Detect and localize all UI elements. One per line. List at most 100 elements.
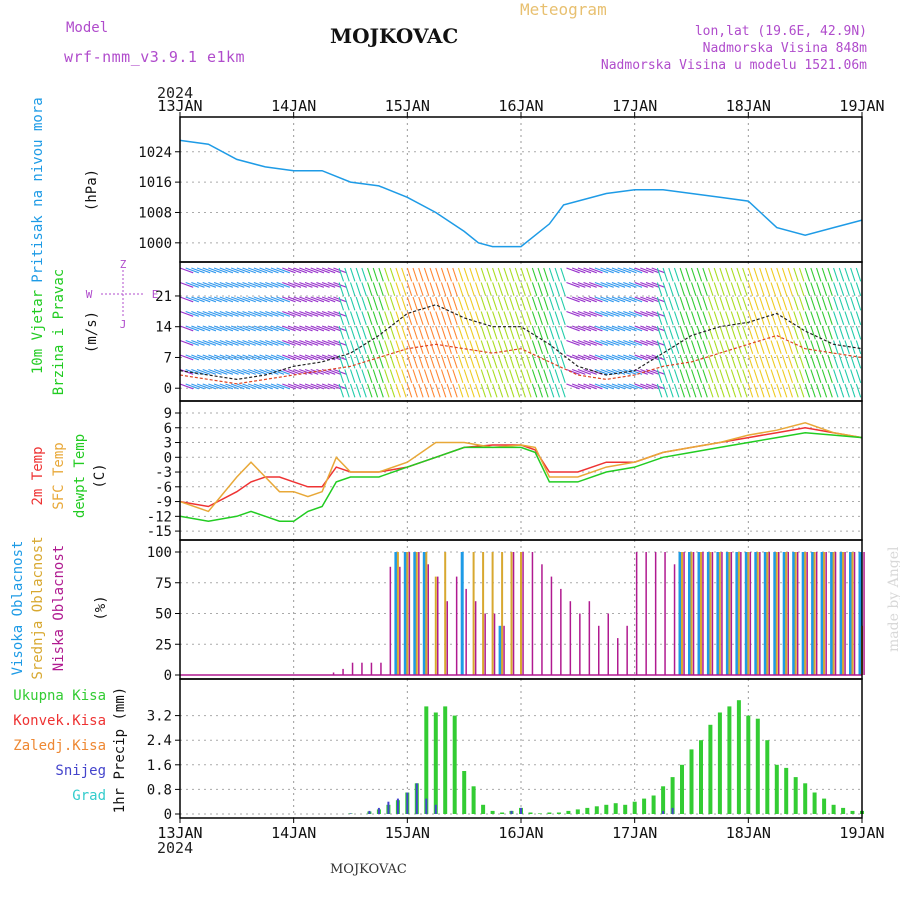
wind-barb bbox=[589, 310, 603, 317]
wind-barb bbox=[503, 340, 509, 354]
wind-barb bbox=[571, 281, 586, 288]
wind-barb bbox=[242, 267, 256, 274]
wind-barb bbox=[719, 340, 725, 354]
wind-barb bbox=[696, 311, 703, 325]
precip-snow-bar bbox=[425, 798, 428, 814]
wind-barb bbox=[208, 368, 222, 375]
wind-barb bbox=[253, 281, 268, 288]
wind-barb bbox=[349, 354, 356, 369]
wind-barb bbox=[617, 267, 631, 274]
wind-barb bbox=[764, 325, 771, 340]
wind-barb bbox=[202, 354, 217, 361]
wind-barb bbox=[429, 325, 436, 340]
high-cloud-bar bbox=[801, 552, 805, 675]
wind-barb bbox=[679, 311, 686, 325]
high-cloud-bar bbox=[716, 552, 720, 675]
wind-barb bbox=[543, 282, 549, 296]
wind-barb bbox=[503, 369, 509, 383]
wind-barb bbox=[833, 325, 839, 340]
wind-speed-line bbox=[179, 304, 863, 381]
precip-snow-bar bbox=[415, 783, 418, 815]
wind-barb bbox=[435, 369, 441, 383]
wind-barb bbox=[236, 383, 251, 390]
wind-barb bbox=[656, 354, 663, 369]
wind-barb bbox=[577, 354, 592, 361]
wind-barb bbox=[475, 267, 481, 282]
wind-barb bbox=[179, 383, 194, 390]
high-cloud-bar bbox=[763, 552, 767, 675]
wind-barb bbox=[355, 340, 362, 354]
wind-barb bbox=[344, 325, 350, 340]
wind-barb bbox=[662, 369, 669, 383]
wind-barb bbox=[503, 296, 509, 311]
wind-barb bbox=[304, 296, 319, 303]
wind-barb bbox=[202, 368, 217, 375]
wind-barb bbox=[225, 281, 239, 288]
wind-barb bbox=[378, 340, 384, 354]
wind-barb bbox=[497, 282, 504, 296]
wind-barb bbox=[406, 383, 413, 398]
wind-barb bbox=[719, 369, 725, 383]
wind-barb bbox=[526, 325, 532, 340]
wind-barb bbox=[827, 311, 833, 325]
wind-barb bbox=[793, 296, 799, 311]
wind-barb bbox=[696, 282, 703, 296]
wind-barb bbox=[418, 267, 424, 282]
wind-barb bbox=[844, 354, 850, 369]
wind-barb bbox=[520, 369, 526, 383]
wind-barb bbox=[816, 296, 822, 311]
wind-barb bbox=[395, 383, 401, 398]
high-cloud-bar bbox=[773, 552, 777, 675]
wind-barb bbox=[509, 282, 515, 296]
lonlat-label: lon,lat (19.6E, 42.9N) bbox=[694, 24, 867, 39]
precip-legend-label: Konvek.Kisa bbox=[13, 713, 106, 729]
y-axis-title: 10m Vjetar bbox=[30, 290, 46, 374]
wind-barb bbox=[401, 354, 407, 369]
low-cloud-bar bbox=[645, 552, 647, 675]
wind-barb bbox=[440, 282, 447, 296]
wind-barb bbox=[349, 340, 356, 354]
wind-barb bbox=[440, 340, 447, 354]
y-axis-title: Visoka Oblacnost bbox=[10, 541, 26, 676]
high-cloud-bar bbox=[697, 552, 701, 675]
wind-barb bbox=[537, 340, 544, 354]
mid-cloud-bar bbox=[444, 552, 447, 675]
wind-barb bbox=[611, 383, 626, 390]
wind-barb bbox=[850, 354, 856, 369]
wind-barb bbox=[554, 267, 561, 282]
wind-barb bbox=[276, 296, 290, 303]
wind-barb bbox=[668, 340, 674, 354]
wind-barb bbox=[429, 354, 436, 369]
wind-barb bbox=[412, 383, 418, 398]
wind-barb bbox=[787, 282, 794, 296]
wind-barb bbox=[196, 325, 211, 332]
precip-legend-label: Ukupna Kisa bbox=[13, 688, 106, 704]
wind-barb bbox=[520, 383, 526, 398]
wind-barb bbox=[571, 325, 586, 332]
wind-barb bbox=[446, 311, 453, 325]
wind-barb bbox=[355, 325, 362, 340]
wind-barb bbox=[321, 296, 336, 303]
wind-barb bbox=[219, 368, 234, 375]
wind-barb bbox=[838, 282, 845, 296]
wind-barb bbox=[446, 325, 453, 340]
wind-barb bbox=[514, 383, 521, 398]
y-axis-title: 2m Temp bbox=[30, 446, 46, 505]
chart-grid bbox=[180, 117, 862, 818]
wind-barb bbox=[327, 368, 342, 375]
wind-barb bbox=[548, 354, 555, 369]
wind-barb bbox=[236, 281, 251, 288]
wind-barb bbox=[543, 296, 549, 311]
wind-barb bbox=[838, 383, 845, 398]
wind-barb bbox=[355, 282, 362, 296]
wind-barb bbox=[242, 354, 256, 361]
wind-barb bbox=[492, 383, 498, 398]
low-cloud-bar bbox=[399, 566, 401, 675]
wind-barb bbox=[509, 354, 515, 369]
wind-barb bbox=[770, 340, 777, 354]
mid-cloud-bar bbox=[842, 552, 845, 675]
wind-barb bbox=[577, 325, 592, 332]
wind-barb bbox=[452, 354, 458, 369]
wind-barb bbox=[230, 310, 245, 317]
precip-total-bar bbox=[746, 715, 751, 814]
